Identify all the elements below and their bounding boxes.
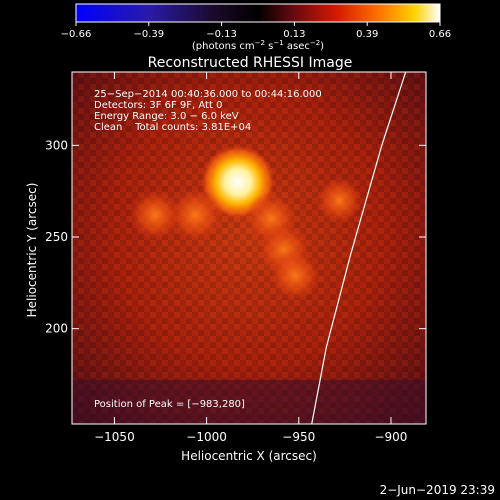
peak-position-label: Position of Peak = [−983,280] bbox=[94, 399, 245, 410]
observation-annotations: 25−Sep−2014 00:40:36.000 to 00:44:16.000… bbox=[94, 89, 322, 133]
x-tick-label: −950 bbox=[282, 430, 315, 444]
emission-source bbox=[269, 249, 321, 302]
colorbar-tick-label: 0.39 bbox=[356, 29, 378, 40]
x-tick-label: −1000 bbox=[186, 430, 227, 444]
chart-title: Reconstructed RHESSI Image bbox=[148, 55, 353, 71]
y-tick-label: 200 bbox=[45, 322, 68, 336]
colorbar-tick-label: 0.66 bbox=[429, 29, 451, 40]
x-axis-ticks: −1050 −1000 −950 −900 bbox=[94, 72, 407, 444]
annotation-energy: Energy Range: 3.0 − 6.0 keV bbox=[94, 111, 239, 122]
plot-frame bbox=[71, 71, 427, 425]
colorbar-unit-label: (photons cm−2 s−1 asec−2) bbox=[192, 39, 324, 52]
colorbar bbox=[75, 3, 441, 23]
annotation-time: 25−Sep−2014 00:40:36.000 to 00:44:16.000 bbox=[94, 89, 322, 100]
x-tick-label: −1050 bbox=[94, 430, 135, 444]
y-axis-ticks: 200 250 300 bbox=[45, 138, 426, 336]
emission-source bbox=[315, 176, 364, 225]
y-tick-label: 250 bbox=[45, 230, 68, 244]
footer-date: 2−Jun−2019 23:39 bbox=[380, 483, 495, 497]
rhessi-image bbox=[72, 72, 426, 424]
colorbar-tick-label: −0.66 bbox=[61, 29, 92, 40]
y-tick-label: 300 bbox=[45, 138, 68, 152]
annotation-detectors: Detectors: 3F 6F 9F, Att 0 bbox=[94, 100, 222, 111]
x-tick-label: −900 bbox=[374, 430, 407, 444]
x-axis-label: Heliocentric X (arcsec) bbox=[181, 449, 317, 463]
solar-limb-line bbox=[311, 72, 407, 424]
emission-source bbox=[128, 188, 182, 242]
emission-source bbox=[167, 187, 224, 243]
y-axis-label: Heliocentric Y (arcsec) bbox=[25, 183, 39, 318]
colorbar-tick-label: −0.13 bbox=[206, 29, 237, 40]
colorbar-ticks: −0.66 −0.39 −0.13 0.13 0.39 0.66 bbox=[61, 22, 451, 40]
colorbar-tick-label: 0.13 bbox=[283, 29, 305, 40]
annotation-counts: Clean Total counts: 3.81E+04 bbox=[94, 122, 251, 133]
colorbar-tick-label: −0.39 bbox=[133, 29, 164, 40]
